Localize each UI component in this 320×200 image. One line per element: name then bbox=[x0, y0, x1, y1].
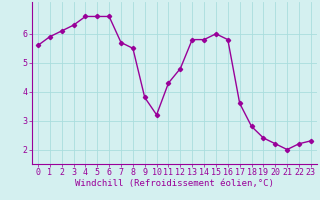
X-axis label: Windchill (Refroidissement éolien,°C): Windchill (Refroidissement éolien,°C) bbox=[75, 179, 274, 188]
